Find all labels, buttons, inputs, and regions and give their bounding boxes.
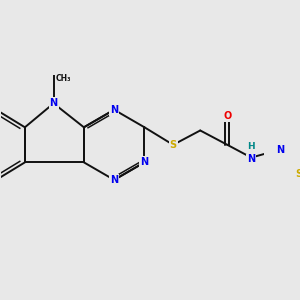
- Text: O: O: [223, 111, 232, 121]
- Text: N: N: [50, 98, 58, 108]
- Text: N: N: [110, 105, 118, 115]
- Text: N: N: [140, 158, 148, 167]
- Text: S: S: [296, 169, 300, 178]
- Text: N: N: [276, 145, 284, 154]
- Text: S: S: [169, 140, 177, 150]
- Text: N: N: [247, 154, 255, 164]
- Text: N: N: [110, 175, 118, 185]
- Text: H: H: [248, 142, 255, 151]
- Text: CH₃: CH₃: [55, 74, 71, 83]
